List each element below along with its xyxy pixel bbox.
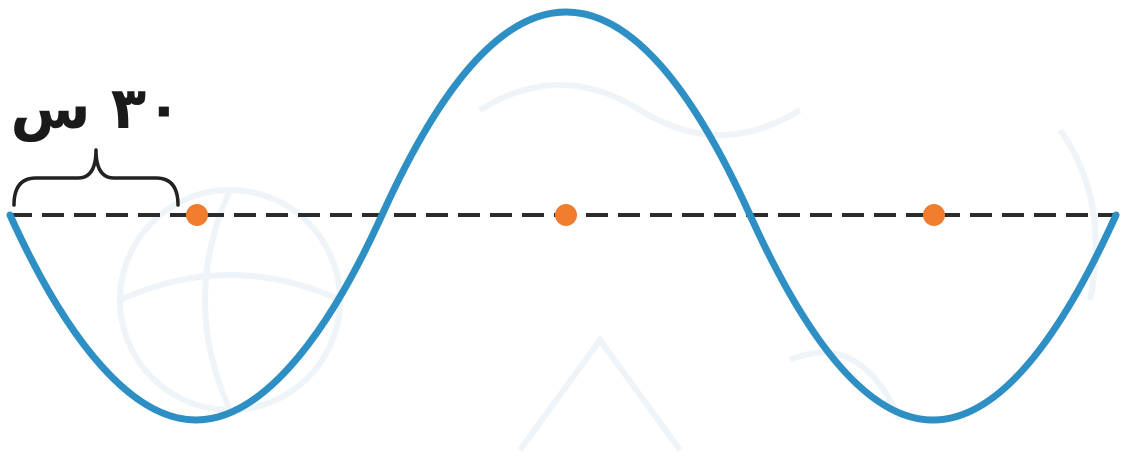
- orange-dot-marker: [186, 204, 208, 226]
- curly-brace: [12, 148, 180, 207]
- orange-dot-marker: [923, 204, 945, 226]
- background-watermark: [117, 82, 1099, 452]
- orange-dot-marker: [555, 204, 577, 226]
- wave-curve: [6, 8, 1120, 424]
- duration-label: ۳۰ س: [10, 74, 181, 142]
